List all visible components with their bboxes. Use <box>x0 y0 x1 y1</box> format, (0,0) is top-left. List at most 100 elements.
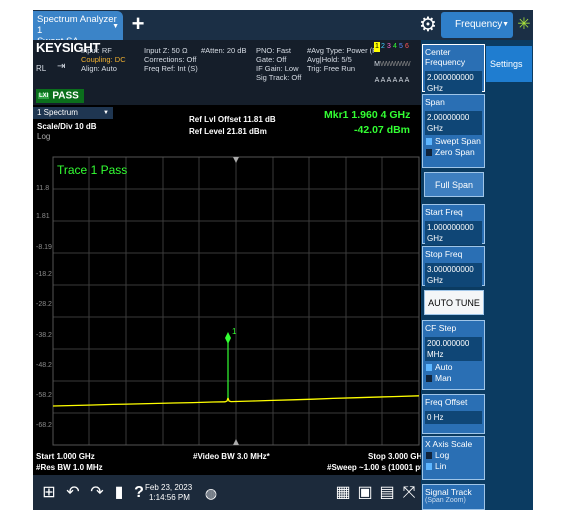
y-tick: -48.2 <box>36 362 52 369</box>
ref-level: Ref Level 21.81 dBm <box>189 127 267 136</box>
trace-detector: A <box>404 77 410 84</box>
start-freq-label: Start Freq <box>425 207 463 217</box>
date-text: Feb 23, 2023 <box>145 483 193 492</box>
if-gain-text: IF Gain: Low <box>256 64 299 73</box>
trace-type: W <box>398 61 405 68</box>
undo-icon[interactable]: ↶ <box>66 484 80 501</box>
pass-badge: LXI PASS <box>36 89 84 103</box>
cf-step-value[interactable]: 200.000000 MHz <box>425 337 482 361</box>
marker-frequency: Mkr1 1.960 4 GHz <box>324 109 411 121</box>
frequency-menu-button[interactable]: Frequency ▼ <box>441 12 513 38</box>
trace-detector: A <box>392 77 398 84</box>
trace-number: 6 <box>405 43 409 50</box>
gate-text: Gate: Off <box>256 55 287 64</box>
trace-number: 4 <box>393 43 397 50</box>
chevron-down-icon: ▼ <box>502 21 509 28</box>
tab-settings[interactable]: Settings <box>486 46 532 82</box>
menu-label: Frequency <box>455 19 503 30</box>
touch-icon[interactable]: ▣ <box>357 484 373 501</box>
title-bar: Spectrum Analyzer 1 Swept SA ▼ + ⚙ Frequ… <box>33 10 533 47</box>
sparkle-icon[interactable]: ✳ <box>517 16 531 33</box>
signal-track-sub: (Span Zoom) <box>425 497 466 504</box>
trace-type: M <box>374 61 380 68</box>
trigger-text: Trig: Free Run <box>307 64 356 73</box>
center-frequency-key[interactable]: Center Frequency 2.000000000 GHz <box>422 44 485 95</box>
y-tick: -58.2 <box>36 392 52 399</box>
trace-detector: A <box>398 77 404 84</box>
trace-number: 3 <box>387 43 391 50</box>
grid-lines <box>53 156 419 446</box>
x-axis-scale-key[interactable]: X Axis Scale Log Lin <box>422 436 485 480</box>
trace-detector: A <box>386 77 392 84</box>
y-tick: 1.81 <box>36 213 50 220</box>
stop-freq-value[interactable]: 3.000000000 GHz <box>425 263 482 287</box>
add-tab-button[interactable]: + <box>131 11 145 36</box>
ref-offset: Ref Lvl Offset 11.81 dB <box>189 115 276 124</box>
marker-amplitude: -42.07 dBm <box>354 124 411 136</box>
trace-number: 5 <box>399 43 403 50</box>
log-label: Log <box>37 132 51 141</box>
span-value[interactable]: 2.00000000 GHz <box>425 111 482 135</box>
input-z-text: Input Z: 50 Ω <box>144 46 188 55</box>
res-bw: #Res BW 1.0 MHz <box>36 463 103 472</box>
x-axis-scale-label: X Axis Scale <box>425 439 473 449</box>
x-axis-log-option[interactable]: Log <box>425 451 482 460</box>
redo-icon[interactable]: ↷ <box>90 484 104 501</box>
avg-type-text: #Avg Type: Power (RMS) <box>307 46 375 55</box>
record-icon[interactable]: ◍ <box>204 485 218 501</box>
swept-span-option[interactable]: Swept Span <box>425 137 482 146</box>
freq-offset-key[interactable]: Freq Offset 0 Hz <box>422 394 485 434</box>
help-button[interactable]: ? <box>134 484 144 501</box>
align-text: Align: Auto <box>81 64 117 73</box>
sig-track-text: Sig Track: Off <box>256 73 302 82</box>
start-frequency: Start 1.000 GHz <box>36 452 95 461</box>
spectrum-select-label: 1 Spectrum <box>37 108 78 117</box>
y-tick: -38.2 <box>36 332 52 339</box>
trace-detector-row: AAAAAA <box>374 76 420 86</box>
x-axis-lin-option[interactable]: Lin <box>425 462 482 471</box>
app-tab[interactable]: Spectrum Analyzer 1 Swept SA ▼ <box>33 11 123 47</box>
freq-offset-value[interactable]: 0 Hz <box>425 411 482 424</box>
file-icon[interactable]: ▮ <box>114 484 124 501</box>
plot-graticule: 1 <box>52 156 420 446</box>
gear-icon[interactable]: ⚙ <box>419 14 437 36</box>
trace-type: W <box>392 61 399 68</box>
cf-step-auto-option[interactable]: Auto <box>425 363 482 372</box>
center-marker-top <box>233 157 239 163</box>
stop-frequency: Stop 3.000 GHz <box>368 452 427 461</box>
rl-label: RL <box>36 64 47 73</box>
full-span-button[interactable]: Full Span <box>424 172 484 197</box>
signal-track-key[interactable]: Signal Track (Span Zoom) <box>422 484 485 510</box>
start-freq-value[interactable]: 1.000000000 GHz <box>425 221 482 245</box>
y-tick: -28.2 <box>36 301 52 308</box>
brand-logo: KEYSIGHT <box>36 40 101 55</box>
trace-type: W <box>380 61 387 68</box>
window-icon[interactable]: ▤ <box>379 484 395 501</box>
center-frequency-value[interactable]: 2.000000000 GHz <box>425 71 482 95</box>
spectrum-plot[interactable]: 1 1 Spectrum ▼ Scale/Div 10 dB Log Ref L… <box>33 105 430 475</box>
video-bw: #Video BW 3.0 MHz* <box>193 452 270 461</box>
cf-step-man-option[interactable]: Man <box>425 374 482 383</box>
stop-freq-key[interactable]: Stop Freq 3.000000000 GHz <box>422 246 485 287</box>
windows-icon[interactable]: ⊞ <box>42 484 56 501</box>
spectrum-window-select[interactable]: 1 Spectrum ▼ <box>33 107 113 119</box>
fullscreen-icon[interactable]: ⤧ <box>402 484 416 501</box>
time-text: 1:14:56 PM <box>149 493 190 502</box>
trace-status: Trace 1 Pass <box>57 163 128 177</box>
start-freq-key[interactable]: Start Freq 1.000000000 GHz <box>422 204 485 245</box>
trace-number: 1 <box>374 42 380 52</box>
trace-detector: A <box>380 77 386 84</box>
auto-tune-button[interactable]: AUTO TUNE <box>424 290 484 315</box>
trace-type-row: MWWWWW <box>374 60 420 70</box>
cf-step-key[interactable]: CF Step 200.000000 MHz Auto Man <box>422 320 485 390</box>
zero-span-option[interactable]: Zero Span <box>425 148 482 157</box>
taskbar: ⊞ ↶ ↷ ▮ ? Feb 23, 2023 1:14:56 PM ◍ ▦ ▣ … <box>33 475 421 510</box>
span-key[interactable]: Span 2.00000000 GHz Swept Span Zero Span <box>422 94 485 168</box>
span-label: Span <box>425 97 445 107</box>
keypad-icon[interactable]: ▦ <box>335 484 351 501</box>
avg-info: #Avg Type: Power (RMS) Avg|Hold: 5/5 Tri… <box>307 46 375 73</box>
pno-info: PNO: Fast Gate: Off IF Gain: Low Sig Tra… <box>256 46 301 82</box>
trace-detector: A <box>374 77 380 84</box>
signal-track-label: Signal Track <box>425 487 472 497</box>
